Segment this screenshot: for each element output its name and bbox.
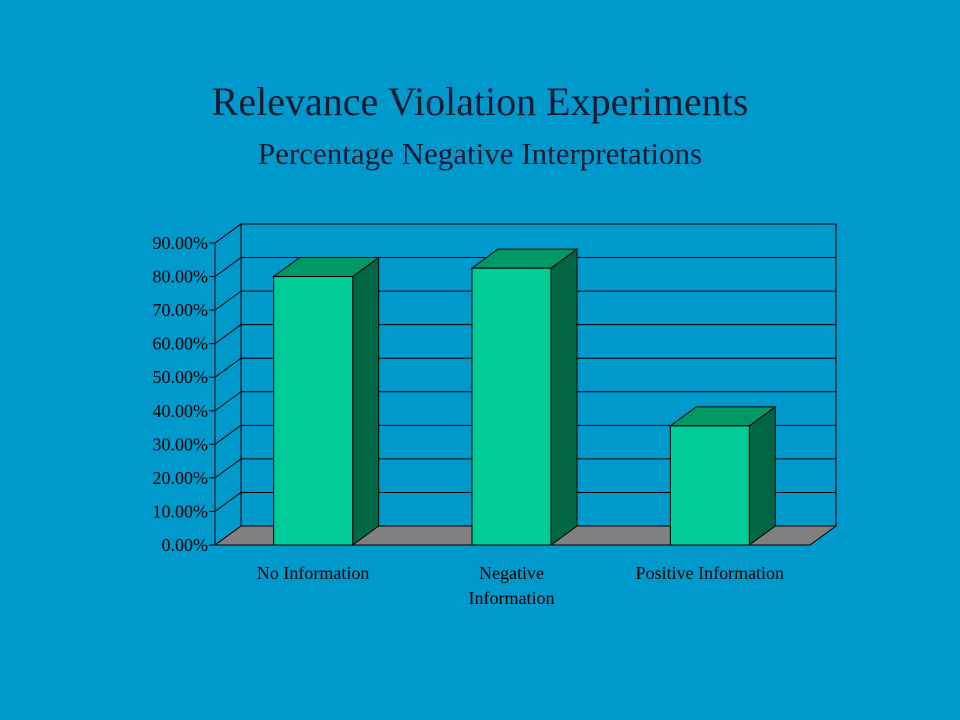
y-tick-label: 0.00% <box>162 535 209 555</box>
y-tick-label: 10.00% <box>153 501 209 521</box>
bar-front <box>471 267 552 546</box>
x-tick-labels: No Information Negative Information Positiv… <box>257 563 784 608</box>
gridline-side <box>214 391 242 412</box>
slide-subtitle: Percentage Negative Interpretations <box>257 136 703 171</box>
slide-title: Relevance Violation Experiments <box>211 79 749 124</box>
y-tick-label: 80.00% <box>153 267 209 287</box>
y-axis <box>209 242 216 546</box>
bar <box>668 405 777 546</box>
gridline-side <box>214 257 242 277</box>
gridline-side <box>214 458 242 479</box>
bar <box>470 248 579 546</box>
bars <box>272 248 777 546</box>
y-tick-label: 20.00% <box>153 468 209 488</box>
bar <box>272 256 381 546</box>
y-tick-label: 50.00% <box>153 367 209 387</box>
y-tick-label: 40.00% <box>153 401 209 421</box>
y-tick-label: 60.00% <box>153 334 209 354</box>
bar-side <box>352 256 380 546</box>
gridline-side <box>214 223 242 244</box>
x-tick-label: Negative <box>479 563 544 583</box>
x-tick-label: No Information <box>257 563 369 583</box>
gridline-side <box>214 357 242 378</box>
y-tick-label: 90.00% <box>153 233 209 253</box>
x-tick-label: Positive Information <box>636 563 784 583</box>
bar-front <box>669 425 750 546</box>
bar-front <box>273 276 354 546</box>
gridline-side <box>214 324 242 345</box>
x-tick-label: Information <box>469 588 555 608</box>
bar-side <box>550 248 578 546</box>
y-tick-label: 70.00% <box>153 300 209 320</box>
y-tick-labels: 0.00% 10.00% 20.00% 30.00% 40.00% 50.00% 60.00… <box>153 233 209 555</box>
gridline-side <box>214 492 242 512</box>
gridline-side <box>214 424 242 445</box>
gridline-side <box>214 290 242 311</box>
y-tick-label: 30.00% <box>153 434 209 454</box>
bar-side <box>748 405 776 546</box>
gridline-side <box>214 525 242 546</box>
